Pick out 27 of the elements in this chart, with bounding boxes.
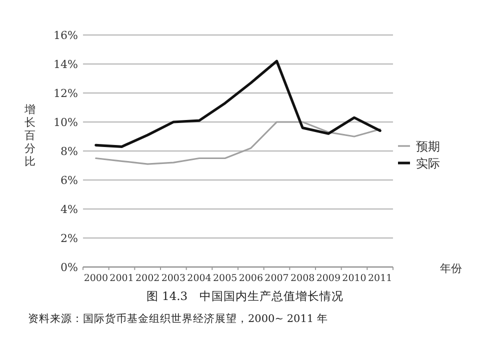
y-tick-label: 6%	[60, 174, 78, 187]
y-tick-label: 14%	[54, 58, 78, 71]
text: 图 14.3 中国国内生产总值增长情况	[146, 289, 344, 303]
legend-label: 实际	[416, 156, 440, 170]
y-tick-label: 8%	[60, 145, 78, 158]
x-tick-label: 2002	[135, 273, 160, 284]
legend-label: 预期	[416, 140, 440, 154]
y-tick-label: 16%	[54, 29, 78, 42]
y-tick-label: 2%	[60, 232, 78, 245]
x-tick-label: 2006	[238, 273, 264, 284]
x-tick-label: 2011	[368, 273, 392, 284]
x-tick-label: 2000	[84, 273, 108, 284]
x-tick-label: 2003	[161, 273, 186, 284]
y-tick-label: 10%	[54, 116, 78, 129]
ylabel: 增长百分比	[24, 103, 36, 168]
x-axis-title: 年份	[440, 262, 462, 275]
x-tick-label: 2001	[110, 273, 134, 284]
x-tick-label: 2009	[316, 273, 341, 284]
y-tick-label: 4%	[60, 203, 78, 216]
y-tick-label: 0%	[60, 261, 78, 274]
x-tick-label: 2008	[290, 273, 315, 284]
text: 资料来源：国际货币基金组织世界经济展望，2000~ 2011 年	[28, 312, 328, 325]
x-tick-label: 2005	[212, 273, 238, 284]
x-tick-label: 2004	[187, 273, 212, 284]
x-tick-label: 2010	[342, 273, 366, 284]
y-tick-label: 12%	[54, 87, 78, 100]
x-tick-label: 2007	[264, 273, 289, 284]
